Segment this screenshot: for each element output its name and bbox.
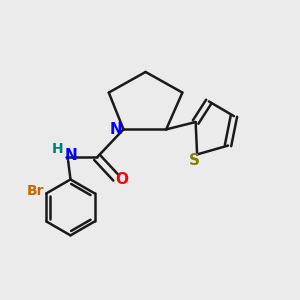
Text: Br: Br [26, 184, 44, 198]
Text: O: O [116, 172, 128, 187]
Text: N: N [64, 148, 77, 164]
Text: N: N [110, 122, 122, 137]
Text: S: S [189, 153, 200, 168]
Text: H: H [52, 142, 64, 156]
